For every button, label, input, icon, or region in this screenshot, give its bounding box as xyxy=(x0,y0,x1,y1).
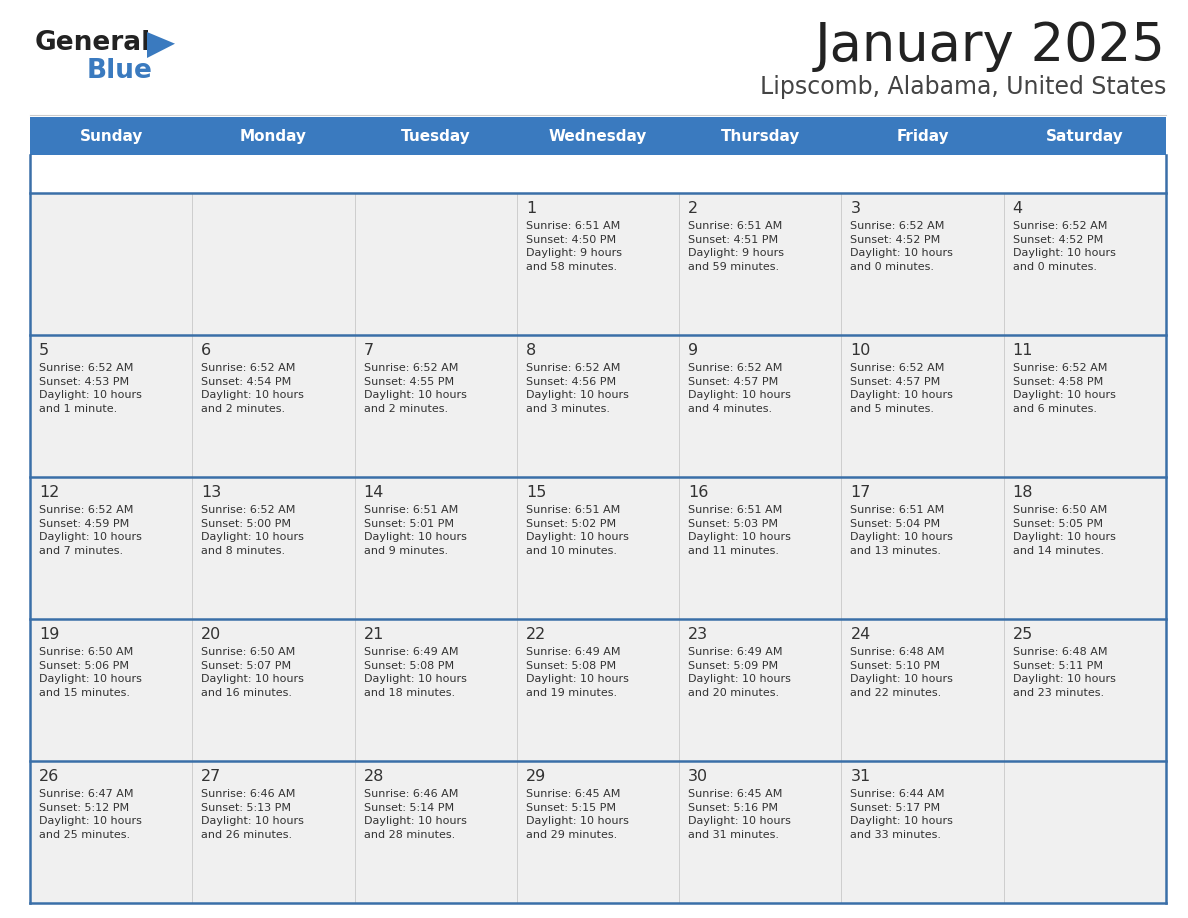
Bar xyxy=(30,477,1165,619)
Text: Sunrise: 6:47 AM
Sunset: 5:12 PM
Daylight: 10 hours
and 25 minutes.: Sunrise: 6:47 AM Sunset: 5:12 PM Dayligh… xyxy=(39,789,141,840)
Text: 10: 10 xyxy=(851,343,871,358)
Text: 14: 14 xyxy=(364,485,384,500)
Text: 13: 13 xyxy=(201,485,221,500)
Text: 11: 11 xyxy=(1012,343,1034,358)
Text: Blue: Blue xyxy=(87,58,153,84)
Bar xyxy=(30,117,1165,155)
Text: Thursday: Thursday xyxy=(721,129,800,143)
Text: 25: 25 xyxy=(1012,627,1032,642)
Text: 21: 21 xyxy=(364,627,384,642)
Bar xyxy=(30,619,1165,761)
Text: 7: 7 xyxy=(364,343,374,358)
Text: Sunrise: 6:50 AM
Sunset: 5:06 PM
Daylight: 10 hours
and 15 minutes.: Sunrise: 6:50 AM Sunset: 5:06 PM Dayligh… xyxy=(39,647,141,698)
Bar xyxy=(30,761,1165,903)
Text: Sunrise: 6:46 AM
Sunset: 5:13 PM
Daylight: 10 hours
and 26 minutes.: Sunrise: 6:46 AM Sunset: 5:13 PM Dayligh… xyxy=(201,789,304,840)
Text: Sunrise: 6:52 AM
Sunset: 5:00 PM
Daylight: 10 hours
and 8 minutes.: Sunrise: 6:52 AM Sunset: 5:00 PM Dayligh… xyxy=(201,505,304,555)
Text: Sunrise: 6:46 AM
Sunset: 5:14 PM
Daylight: 10 hours
and 28 minutes.: Sunrise: 6:46 AM Sunset: 5:14 PM Dayligh… xyxy=(364,789,467,840)
Text: Sunrise: 6:44 AM
Sunset: 5:17 PM
Daylight: 10 hours
and 33 minutes.: Sunrise: 6:44 AM Sunset: 5:17 PM Dayligh… xyxy=(851,789,953,840)
Text: 19: 19 xyxy=(39,627,59,642)
Text: Sunrise: 6:49 AM
Sunset: 5:08 PM
Daylight: 10 hours
and 19 minutes.: Sunrise: 6:49 AM Sunset: 5:08 PM Dayligh… xyxy=(526,647,628,698)
Text: Sunrise: 6:51 AM
Sunset: 4:51 PM
Daylight: 9 hours
and 59 minutes.: Sunrise: 6:51 AM Sunset: 4:51 PM Dayligh… xyxy=(688,221,784,272)
Text: Sunrise: 6:51 AM
Sunset: 5:03 PM
Daylight: 10 hours
and 11 minutes.: Sunrise: 6:51 AM Sunset: 5:03 PM Dayligh… xyxy=(688,505,791,555)
Text: 16: 16 xyxy=(688,485,708,500)
Text: 23: 23 xyxy=(688,627,708,642)
Text: Sunrise: 6:52 AM
Sunset: 4:58 PM
Daylight: 10 hours
and 6 minutes.: Sunrise: 6:52 AM Sunset: 4:58 PM Dayligh… xyxy=(1012,363,1116,414)
Text: Sunrise: 6:49 AM
Sunset: 5:09 PM
Daylight: 10 hours
and 20 minutes.: Sunrise: 6:49 AM Sunset: 5:09 PM Dayligh… xyxy=(688,647,791,698)
Text: Sunrise: 6:52 AM
Sunset: 4:52 PM
Daylight: 10 hours
and 0 minutes.: Sunrise: 6:52 AM Sunset: 4:52 PM Dayligh… xyxy=(851,221,953,272)
Text: Sunrise: 6:52 AM
Sunset: 4:54 PM
Daylight: 10 hours
and 2 minutes.: Sunrise: 6:52 AM Sunset: 4:54 PM Dayligh… xyxy=(201,363,304,414)
Text: Sunrise: 6:51 AM
Sunset: 5:02 PM
Daylight: 10 hours
and 10 minutes.: Sunrise: 6:51 AM Sunset: 5:02 PM Dayligh… xyxy=(526,505,628,555)
Text: Sunrise: 6:50 AM
Sunset: 5:07 PM
Daylight: 10 hours
and 16 minutes.: Sunrise: 6:50 AM Sunset: 5:07 PM Dayligh… xyxy=(201,647,304,698)
Text: Sunrise: 6:50 AM
Sunset: 5:05 PM
Daylight: 10 hours
and 14 minutes.: Sunrise: 6:50 AM Sunset: 5:05 PM Dayligh… xyxy=(1012,505,1116,555)
Text: Lipscomb, Alabama, United States: Lipscomb, Alabama, United States xyxy=(759,75,1165,99)
Text: Sunrise: 6:52 AM
Sunset: 4:53 PM
Daylight: 10 hours
and 1 minute.: Sunrise: 6:52 AM Sunset: 4:53 PM Dayligh… xyxy=(39,363,141,414)
Text: 4: 4 xyxy=(1012,201,1023,216)
Text: Sunday: Sunday xyxy=(80,129,143,143)
Text: 28: 28 xyxy=(364,769,384,784)
Text: 29: 29 xyxy=(526,769,546,784)
Text: 1: 1 xyxy=(526,201,536,216)
Text: 5: 5 xyxy=(39,343,49,358)
Text: Sunrise: 6:51 AM
Sunset: 4:50 PM
Daylight: 9 hours
and 58 minutes.: Sunrise: 6:51 AM Sunset: 4:50 PM Dayligh… xyxy=(526,221,621,272)
Text: Sunrise: 6:45 AM
Sunset: 5:15 PM
Daylight: 10 hours
and 29 minutes.: Sunrise: 6:45 AM Sunset: 5:15 PM Dayligh… xyxy=(526,789,628,840)
Text: 26: 26 xyxy=(39,769,59,784)
Text: Sunrise: 6:49 AM
Sunset: 5:08 PM
Daylight: 10 hours
and 18 minutes.: Sunrise: 6:49 AM Sunset: 5:08 PM Dayligh… xyxy=(364,647,467,698)
Polygon shape xyxy=(147,32,175,58)
Text: Sunrise: 6:51 AM
Sunset: 5:01 PM
Daylight: 10 hours
and 9 minutes.: Sunrise: 6:51 AM Sunset: 5:01 PM Dayligh… xyxy=(364,505,467,555)
Text: 18: 18 xyxy=(1012,485,1034,500)
Text: Saturday: Saturday xyxy=(1045,129,1124,143)
Text: Sunrise: 6:45 AM
Sunset: 5:16 PM
Daylight: 10 hours
and 31 minutes.: Sunrise: 6:45 AM Sunset: 5:16 PM Dayligh… xyxy=(688,789,791,840)
Text: 8: 8 xyxy=(526,343,536,358)
Text: 12: 12 xyxy=(39,485,59,500)
Text: Friday: Friday xyxy=(896,129,949,143)
Text: 9: 9 xyxy=(688,343,699,358)
Text: Sunrise: 6:52 AM
Sunset: 4:59 PM
Daylight: 10 hours
and 7 minutes.: Sunrise: 6:52 AM Sunset: 4:59 PM Dayligh… xyxy=(39,505,141,555)
Text: 27: 27 xyxy=(201,769,221,784)
Text: January 2025: January 2025 xyxy=(815,20,1165,72)
Text: 20: 20 xyxy=(201,627,221,642)
Text: Sunrise: 6:52 AM
Sunset: 4:56 PM
Daylight: 10 hours
and 3 minutes.: Sunrise: 6:52 AM Sunset: 4:56 PM Dayligh… xyxy=(526,363,628,414)
Text: 31: 31 xyxy=(851,769,871,784)
Text: 30: 30 xyxy=(688,769,708,784)
Text: 3: 3 xyxy=(851,201,860,216)
Bar xyxy=(30,193,1165,335)
Text: Sunrise: 6:51 AM
Sunset: 5:04 PM
Daylight: 10 hours
and 13 minutes.: Sunrise: 6:51 AM Sunset: 5:04 PM Dayligh… xyxy=(851,505,953,555)
Text: Monday: Monday xyxy=(240,129,307,143)
Text: 22: 22 xyxy=(526,627,546,642)
Text: Sunrise: 6:52 AM
Sunset: 4:55 PM
Daylight: 10 hours
and 2 minutes.: Sunrise: 6:52 AM Sunset: 4:55 PM Dayligh… xyxy=(364,363,467,414)
Text: Tuesday: Tuesday xyxy=(400,129,470,143)
Text: Sunrise: 6:48 AM
Sunset: 5:11 PM
Daylight: 10 hours
and 23 minutes.: Sunrise: 6:48 AM Sunset: 5:11 PM Dayligh… xyxy=(1012,647,1116,698)
Text: 6: 6 xyxy=(201,343,211,358)
Text: 24: 24 xyxy=(851,627,871,642)
Text: 17: 17 xyxy=(851,485,871,500)
Text: 15: 15 xyxy=(526,485,546,500)
Text: General: General xyxy=(34,30,151,56)
Bar xyxy=(30,335,1165,477)
Text: Sunrise: 6:52 AM
Sunset: 4:57 PM
Daylight: 10 hours
and 5 minutes.: Sunrise: 6:52 AM Sunset: 4:57 PM Dayligh… xyxy=(851,363,953,414)
Text: Sunrise: 6:52 AM
Sunset: 4:52 PM
Daylight: 10 hours
and 0 minutes.: Sunrise: 6:52 AM Sunset: 4:52 PM Dayligh… xyxy=(1012,221,1116,272)
Text: Sunrise: 6:48 AM
Sunset: 5:10 PM
Daylight: 10 hours
and 22 minutes.: Sunrise: 6:48 AM Sunset: 5:10 PM Dayligh… xyxy=(851,647,953,698)
Text: Sunrise: 6:52 AM
Sunset: 4:57 PM
Daylight: 10 hours
and 4 minutes.: Sunrise: 6:52 AM Sunset: 4:57 PM Dayligh… xyxy=(688,363,791,414)
Text: 2: 2 xyxy=(688,201,699,216)
Text: Wednesday: Wednesday xyxy=(549,129,647,143)
